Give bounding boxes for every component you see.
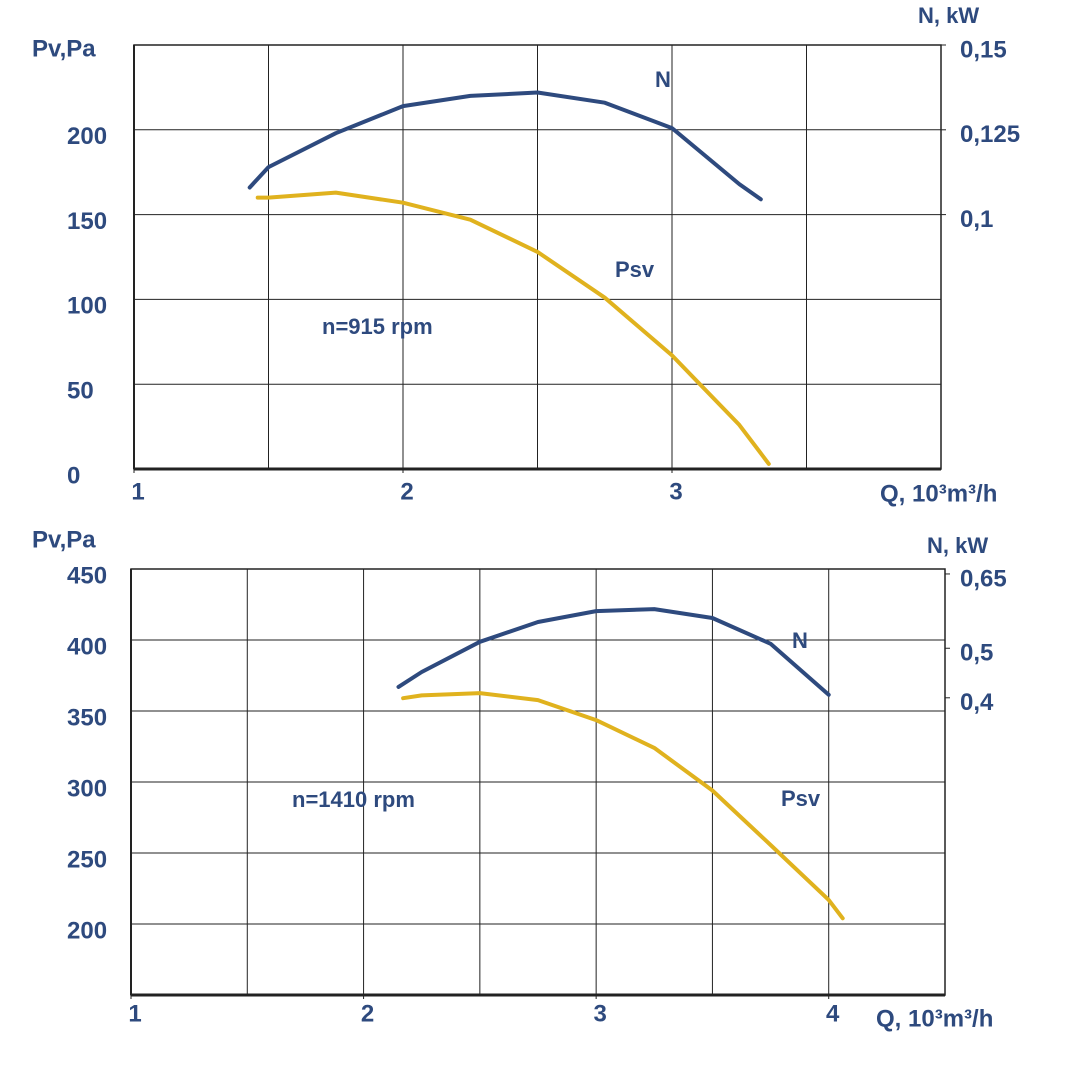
curve (247, 90, 763, 202)
y-tick-label: 100 (67, 293, 107, 320)
x-tick-label: 3 (669, 478, 682, 505)
y-tick-label: 150 (67, 208, 107, 235)
x-tick-label: 4 (826, 1000, 840, 1027)
y2-tick-label: 0,65 (960, 565, 1007, 592)
curve-label: N (655, 67, 671, 92)
y2-tick-label: 0,125 (960, 121, 1020, 148)
y-tick-label: 200 (67, 123, 107, 150)
y-tick-label: 400 (67, 633, 107, 660)
curve-label: Psv (615, 257, 655, 282)
y2-tick-label: 0,1 (960, 206, 993, 233)
y-tick-label: 250 (67, 846, 107, 873)
y2-tick-label: 0,4 (960, 689, 994, 716)
y-axis-title: Pv,Pa (32, 35, 96, 62)
y-tick-label: 350 (67, 704, 107, 731)
y-tick-label: 450 (67, 562, 107, 589)
curve (396, 607, 831, 697)
y2-tick-label: 0,5 (960, 640, 993, 667)
x-tick-label: 2 (400, 478, 413, 505)
x-axis-title: Q, 10³m³/h (876, 1005, 993, 1032)
y-tick-label: 0 (67, 462, 80, 489)
x-tick-label: 1 (131, 478, 144, 505)
y-tick-label: 200 (67, 917, 107, 944)
x-axis-title: Q, 10³m³/h (880, 480, 997, 507)
curve-label: Psv (781, 786, 821, 811)
y2-tick-label: 0,15 (960, 36, 1007, 63)
x-tick-label: 3 (593, 1000, 606, 1027)
x-tick-label: 2 (361, 1000, 374, 1027)
annotation: n=1410 rpm (292, 787, 415, 812)
annotation: n=915 rpm (322, 314, 433, 339)
y-tick-label: 300 (67, 775, 107, 802)
x-tick-label: 1 (128, 1000, 141, 1027)
curve-label: N (792, 628, 808, 653)
y2-axis-title: N, kW (927, 533, 988, 558)
y-tick-label: 50 (67, 378, 94, 405)
curve (401, 691, 845, 921)
curve (255, 190, 771, 466)
y2-axis-title: N, kW (918, 3, 979, 28)
y-axis-title: Pv,Pa (32, 526, 96, 553)
